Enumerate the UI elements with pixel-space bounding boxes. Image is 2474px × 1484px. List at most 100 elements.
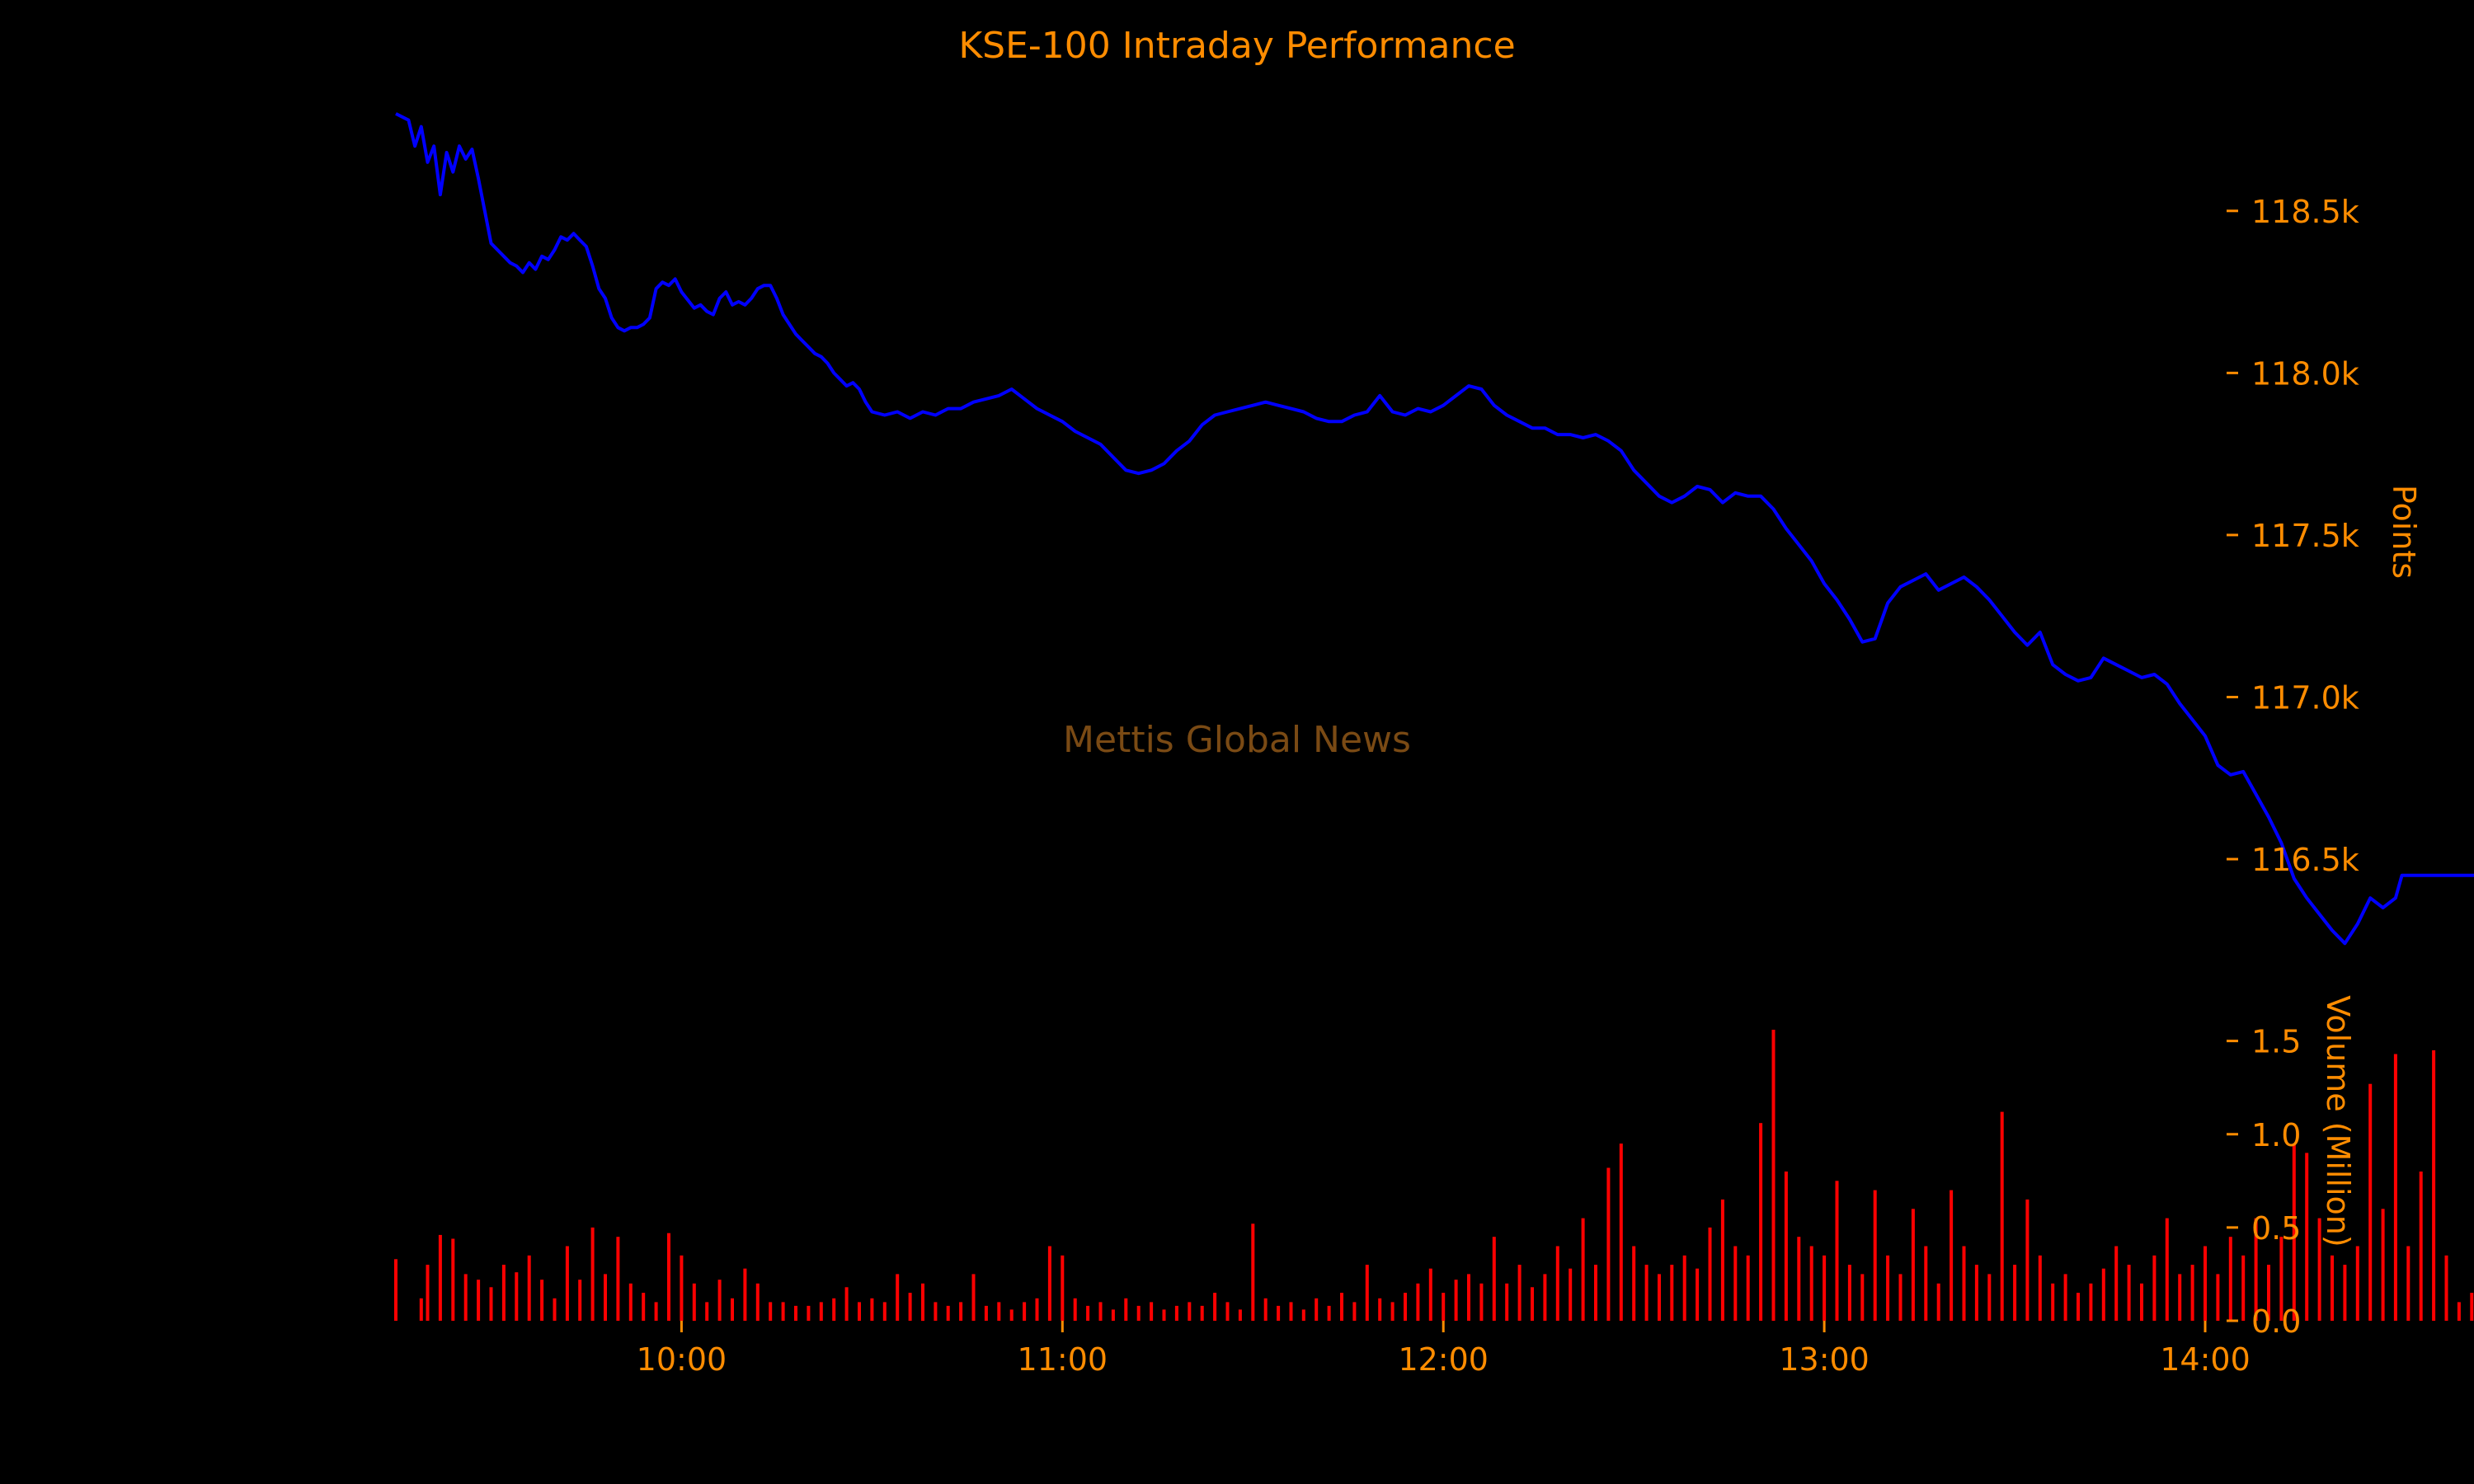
volume-bar xyxy=(2470,1293,2474,1321)
volume-bar xyxy=(2089,1283,2093,1322)
volume-bar xyxy=(616,1237,620,1321)
volume-bar xyxy=(2317,1218,2321,1321)
volume-bar xyxy=(1759,1123,1763,1321)
volume-bar xyxy=(1378,1298,1382,1321)
volume-bar xyxy=(1467,1274,1470,1321)
volume-bar xyxy=(1047,1246,1051,1321)
volume-bar xyxy=(2355,1246,2359,1321)
volume-bar xyxy=(1873,1190,1877,1321)
volume-bar xyxy=(2025,1199,2030,1321)
volume-bar xyxy=(1555,1246,1559,1321)
volume-bar xyxy=(527,1255,531,1321)
volume-bar xyxy=(934,1302,938,1321)
volume-bar xyxy=(1442,1293,1446,1321)
volume-bar-layer xyxy=(394,1030,2474,1322)
volume-bar xyxy=(2419,1172,2423,1321)
volume-bar xyxy=(1023,1302,1027,1321)
volume-bar xyxy=(844,1287,849,1321)
volume-bar xyxy=(578,1280,582,1321)
volume-bar xyxy=(2457,1302,2461,1321)
volume-bar xyxy=(1696,1268,1700,1321)
volume-bar xyxy=(394,1259,397,1321)
volume-bar xyxy=(680,1255,684,1321)
volume-bar xyxy=(2343,1265,2347,1321)
volume-bar xyxy=(2444,1255,2448,1321)
volume-bar xyxy=(971,1274,976,1321)
price-line-layer xyxy=(395,112,2474,946)
volume-bar xyxy=(489,1287,493,1321)
volume-bar xyxy=(1009,1309,1014,1321)
volume-bar xyxy=(1720,1199,1724,1321)
volume-bar xyxy=(2381,1209,2385,1322)
volume-bar xyxy=(1111,1309,1115,1321)
volume-bar xyxy=(1136,1305,1141,1321)
volume-bar xyxy=(794,1305,797,1321)
volume-bar xyxy=(1847,1265,1851,1321)
volume-bar xyxy=(2152,1255,2157,1321)
volume-bar xyxy=(1188,1302,1192,1321)
volume-bar xyxy=(2038,1255,2042,1321)
x-tick-label: 10:00 xyxy=(637,1341,727,1378)
volume-bar xyxy=(590,1227,595,1321)
volume-bar xyxy=(438,1234,442,1321)
volume-bar xyxy=(908,1293,912,1321)
volume-bar xyxy=(1327,1305,1331,1321)
volume-bar xyxy=(2292,1144,2296,1321)
volume-bar xyxy=(1860,1274,1865,1321)
volume-bar xyxy=(1784,1172,1788,1321)
volume-bar xyxy=(1823,1255,1827,1321)
volume-bar xyxy=(501,1265,506,1321)
volume-bar xyxy=(2216,1274,2220,1321)
volume-bar xyxy=(1454,1280,1458,1321)
volume-bar xyxy=(1086,1305,1090,1321)
volume-y-tick-label: 1.5 xyxy=(2251,1024,2301,1060)
volume-bar xyxy=(858,1302,861,1321)
volume-bar xyxy=(1124,1298,1128,1321)
volume-bar xyxy=(477,1280,481,1321)
volume-bar xyxy=(2241,1255,2246,1321)
volume-bar xyxy=(2127,1265,2131,1321)
volume-bar xyxy=(2279,1237,2284,1321)
volume-bar xyxy=(1911,1209,1915,1322)
volume-bar xyxy=(1073,1298,1077,1321)
volume-bar xyxy=(1708,1227,1712,1321)
volume-bar xyxy=(2406,1246,2411,1321)
volume-bar xyxy=(1809,1246,1813,1321)
volume-bar xyxy=(1035,1298,1039,1321)
volume-bar xyxy=(1950,1190,1954,1321)
volume-bar xyxy=(1289,1302,1293,1321)
x-tick-label: 13:00 xyxy=(1779,1341,1870,1378)
volume-bar xyxy=(1505,1283,1509,1322)
volume-bar xyxy=(1898,1274,1903,1321)
volume-bar xyxy=(2432,1050,2436,1321)
volume-bar xyxy=(819,1302,823,1321)
volume-bar xyxy=(2331,1255,2334,1321)
price-y-tick-label: 117.5k xyxy=(2251,518,2359,554)
volume-bar xyxy=(1581,1218,1585,1321)
volume-bar xyxy=(2165,1218,2169,1321)
volume-bar xyxy=(870,1298,874,1321)
volume-bar xyxy=(604,1274,607,1321)
volume-bar xyxy=(1974,1265,1978,1321)
x-tick-label: 12:00 xyxy=(1398,1341,1489,1378)
volume-bar xyxy=(1632,1246,1636,1321)
volume-bar xyxy=(959,1302,963,1321)
x-tick-label: 11:00 xyxy=(1018,1341,1108,1378)
price-y-tick-label: 118.5k xyxy=(2251,194,2359,230)
volume-y-tick-label: 0.5 xyxy=(2251,1210,2301,1247)
volume-bar xyxy=(1531,1287,1534,1321)
volume-bar xyxy=(426,1265,430,1321)
volume-bar xyxy=(419,1298,423,1321)
volume-bar xyxy=(921,1283,924,1322)
volume-bar xyxy=(807,1305,811,1321)
price-y-tick-label: 118.0k xyxy=(2251,355,2359,392)
volume-bar xyxy=(1670,1265,1674,1321)
volume-bar xyxy=(1098,1302,1103,1321)
volume-bar xyxy=(2204,1246,2207,1321)
price-y-tick-label: 116.5k xyxy=(2251,842,2359,878)
volume-bar xyxy=(1987,1274,1992,1321)
volume-bar xyxy=(1213,1293,1217,1321)
volume-bar xyxy=(1315,1298,1319,1321)
